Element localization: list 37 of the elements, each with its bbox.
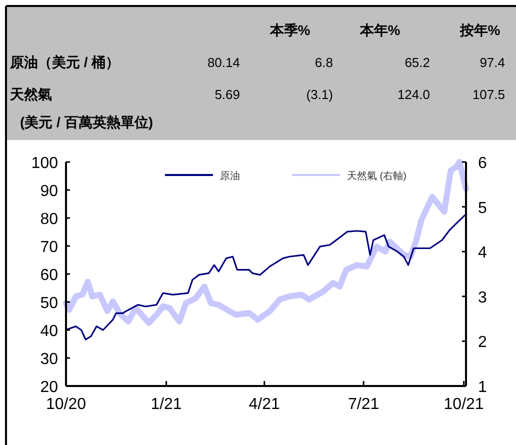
text: (3.1)	[306, 87, 333, 102]
text: 本年%	[358, 22, 401, 38]
text: 5.69	[214, 87, 240, 102]
x-tick-label: 7/21	[348, 396, 380, 413]
text: 6.8	[314, 55, 333, 70]
y2-tick-label: 2	[478, 334, 487, 352]
y-tick-label: 100	[31, 155, 58, 172]
y-tick-label: 90	[40, 183, 58, 200]
y-tick-label: 60	[40, 267, 58, 284]
y-tick-label: 40	[40, 323, 58, 340]
y-tick-label: 50	[40, 295, 58, 312]
text: 97.4	[480, 55, 505, 70]
y-tick-label: 20	[40, 379, 58, 396]
line-series	[65, 214, 466, 340]
y2-tick-label: 1	[478, 379, 487, 396]
x-tick-label: 10/20	[46, 396, 86, 413]
y2-tick-label: 3	[478, 289, 487, 306]
y-tick-label: 30	[40, 351, 58, 368]
y-tick-label: 80	[40, 211, 58, 228]
text: 65.2	[404, 55, 430, 70]
text: 80.14	[207, 55, 240, 70]
text: 原油（美元 / 桶）	[9, 54, 120, 70]
text: 按年%	[458, 22, 501, 38]
legend-label: 天然氣 (右軸)	[347, 170, 406, 182]
text: 124.0	[397, 87, 430, 102]
y2-tick-label: 5	[478, 200, 487, 217]
x-tick-label: 4/21	[248, 396, 280, 413]
legend-label: 原油	[220, 170, 240, 182]
text: 本季%	[268, 22, 311, 38]
x-tick-label: 1/21	[150, 396, 182, 413]
text: 天然氣	[9, 86, 52, 102]
text: (美元 / 百萬英熱單位)	[20, 114, 153, 130]
x-tick-label: 10/21	[444, 396, 484, 413]
y2-tick-label: 6	[478, 155, 487, 172]
y2-tick-label: 4	[478, 244, 487, 262]
y-tick-label: 70	[40, 239, 58, 256]
text: 107.5	[472, 87, 505, 102]
